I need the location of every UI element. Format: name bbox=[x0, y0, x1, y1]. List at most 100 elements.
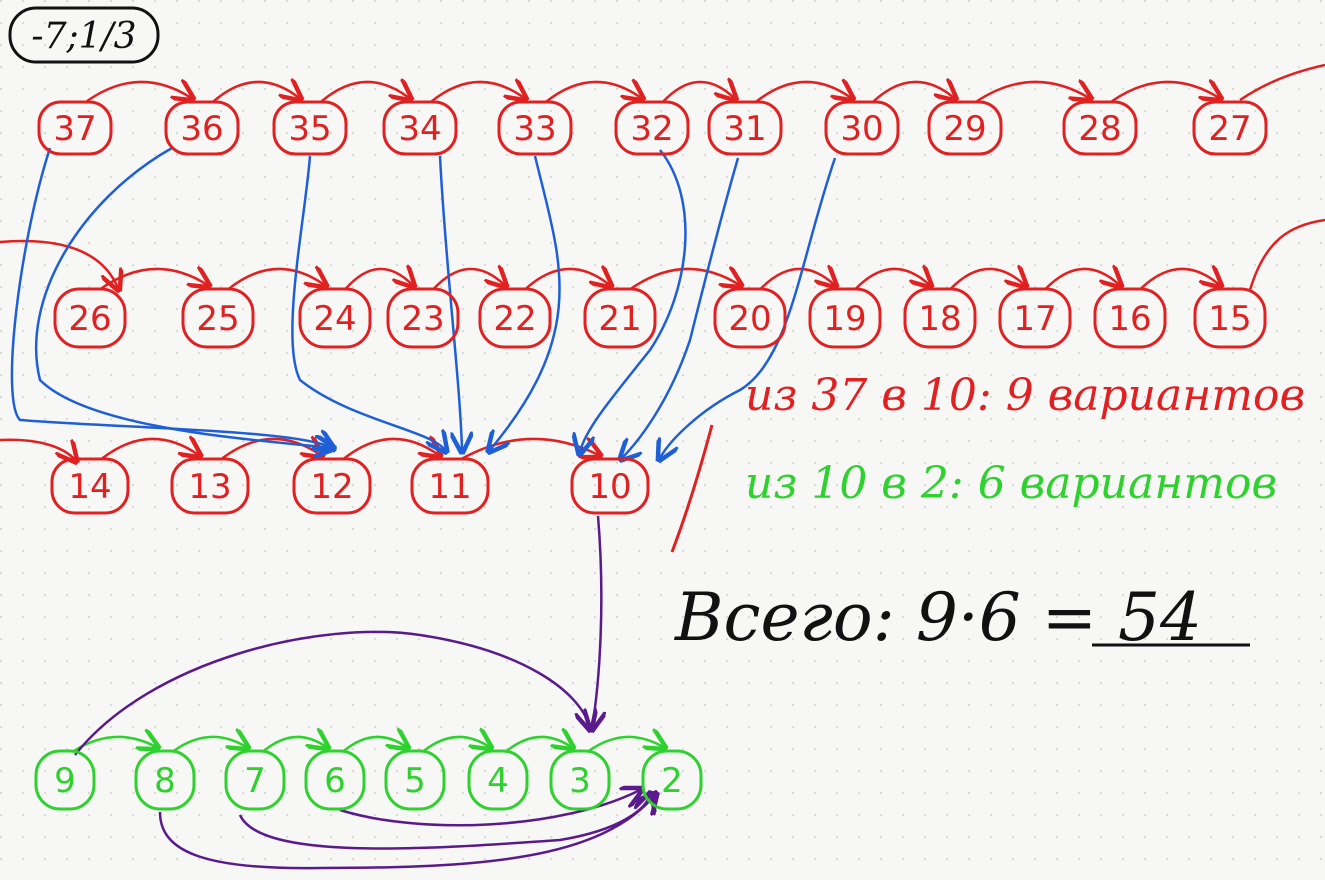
node-15-outline bbox=[1193, 287, 1267, 349]
arc-incoming-15 bbox=[1248, 218, 1325, 291]
node-8-label: 8 bbox=[154, 761, 176, 801]
arc-35-to-34 bbox=[319, 82, 409, 102]
separator-stroke bbox=[670, 424, 714, 553]
node-28: 28 bbox=[1062, 100, 1138, 156]
node-8: 8 bbox=[134, 749, 196, 811]
node-25-label: 25 bbox=[196, 299, 239, 339]
node-18-label: 18 bbox=[918, 299, 961, 339]
node-37-outline bbox=[37, 100, 113, 156]
node-7-outline bbox=[224, 749, 286, 811]
arc-29-to-28 bbox=[975, 82, 1089, 104]
node-4: 4 bbox=[467, 749, 529, 811]
node-5: 5 bbox=[384, 749, 446, 811]
node-36: 36 bbox=[164, 100, 240, 156]
node-32-label: 32 bbox=[630, 109, 673, 149]
arc-9-to-8 bbox=[73, 737, 157, 753]
node-12-outline bbox=[292, 457, 372, 515]
node-12: 12 bbox=[292, 457, 372, 515]
node-5-label: 5 bbox=[404, 761, 426, 801]
arc-34-to-33 bbox=[430, 82, 524, 102]
arc-31-to-30 bbox=[755, 82, 851, 102]
row-26-to-15: 26 25 24 23 22 21 20 19 18 17 16 15 bbox=[53, 287, 1267, 349]
purple-link-10-to-3 bbox=[592, 515, 601, 728]
node-6: 6 bbox=[304, 749, 366, 811]
node-4-outline bbox=[467, 749, 529, 811]
node-9-label: 9 bbox=[54, 761, 76, 801]
arc-4-to-3 bbox=[505, 737, 572, 751]
node-14: 14 bbox=[50, 457, 130, 515]
node-26-outline bbox=[53, 287, 127, 349]
node-14-outline bbox=[50, 457, 130, 515]
node-20: 20 bbox=[713, 287, 787, 349]
node-11: 11 bbox=[410, 457, 490, 515]
arc-8-to-7 bbox=[172, 737, 247, 753]
node-31: 31 bbox=[707, 100, 783, 156]
node-10-label: 10 bbox=[588, 467, 631, 507]
node-13-label: 13 bbox=[188, 467, 231, 507]
node-30: 30 bbox=[824, 100, 900, 156]
purple-link-9-to-3 bbox=[74, 630, 590, 756]
row-14-to-10: 14 13 12 11 10 bbox=[50, 457, 650, 515]
blue-link-33-to-11 bbox=[490, 155, 561, 450]
node-27: 27 bbox=[1192, 100, 1268, 156]
arc-19-to-18 bbox=[854, 269, 930, 289]
node-5-outline bbox=[384, 749, 446, 811]
node-26: 26 bbox=[53, 287, 127, 349]
purple-link-6-to-2 bbox=[339, 790, 640, 827]
arc-20-to-19 bbox=[759, 269, 835, 289]
arc-5-to-4 bbox=[422, 737, 490, 751]
note-red-count: из 37 в 10: 9 вариантов bbox=[745, 370, 1305, 421]
node-19: 19 bbox=[808, 287, 882, 349]
row-37-to-27: 37 36 35 34 33 32 31 30 29 28 27 bbox=[37, 100, 1268, 156]
node-34-outline bbox=[382, 100, 458, 156]
note-total: Всего: 9·6 = 54 bbox=[674, 579, 1202, 656]
node-21-outline bbox=[583, 287, 657, 349]
node-35-label: 35 bbox=[288, 109, 331, 149]
node-32-outline bbox=[614, 100, 690, 156]
blue-link-35-to-11 bbox=[291, 155, 445, 450]
node-3: 3 bbox=[549, 749, 611, 811]
arc-22-to-21 bbox=[524, 269, 610, 289]
node-4-label: 4 bbox=[487, 761, 509, 801]
node-21: 21 bbox=[583, 287, 657, 349]
arc-7-to-6 bbox=[262, 737, 327, 751]
node-10: 10 bbox=[570, 457, 650, 515]
node-20-outline bbox=[713, 287, 787, 349]
node-28-label: 28 bbox=[1078, 109, 1121, 149]
node-6-outline bbox=[304, 749, 366, 811]
node-9-outline bbox=[34, 749, 96, 811]
task-badge-outline bbox=[8, 6, 160, 64]
arc-33-to-32 bbox=[545, 82, 641, 102]
red-transition-arcs bbox=[0, 63, 1325, 460]
node-33-label: 33 bbox=[513, 109, 556, 149]
arc-14-to-13 bbox=[100, 439, 198, 459]
node-25-outline bbox=[181, 287, 255, 349]
node-17: 17 bbox=[998, 287, 1072, 349]
node-6-label: 6 bbox=[324, 761, 346, 801]
arc-23-to-22 bbox=[432, 269, 505, 289]
node-9: 9 bbox=[34, 749, 96, 811]
arc-36-to-35 bbox=[211, 82, 299, 102]
node-20-label: 20 bbox=[728, 299, 771, 339]
node-35: 35 bbox=[272, 100, 348, 156]
arc-13-to-12 bbox=[220, 439, 320, 459]
node-2: 2 bbox=[641, 749, 703, 811]
blue-link-34-to-11 bbox=[438, 155, 462, 450]
node-18: 18 bbox=[903, 287, 977, 349]
node-18-outline bbox=[903, 287, 977, 349]
node-24-label: 24 bbox=[313, 299, 356, 339]
node-13-outline bbox=[170, 457, 250, 515]
node-14-label: 14 bbox=[68, 467, 111, 507]
node-37-label: 37 bbox=[53, 109, 96, 149]
node-16: 16 bbox=[1093, 287, 1167, 349]
node-34: 34 bbox=[382, 100, 458, 156]
node-3-label: 3 bbox=[569, 761, 591, 801]
arc-30-to-29 bbox=[871, 82, 954, 102]
node-28-outline bbox=[1062, 100, 1138, 156]
node-27-label: 27 bbox=[1208, 109, 1251, 149]
node-22-label: 22 bbox=[493, 299, 536, 339]
node-24: 24 bbox=[298, 287, 372, 349]
purple-paths-to-row4 bbox=[74, 515, 655, 870]
arc-28-to-27 bbox=[1110, 82, 1219, 102]
node-31-label: 31 bbox=[723, 109, 766, 149]
